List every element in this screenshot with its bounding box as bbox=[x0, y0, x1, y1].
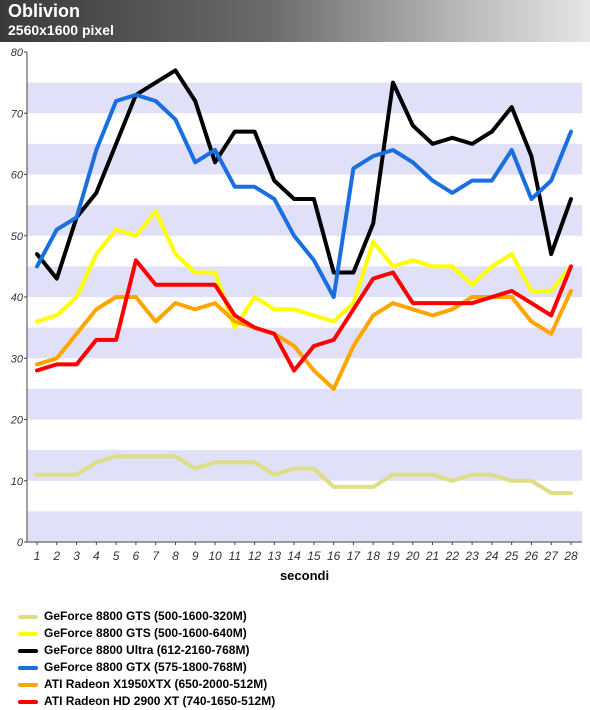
x-tick-label: 10 bbox=[208, 549, 222, 563]
y-tick-label: 0 bbox=[17, 537, 24, 549]
x-axis-label: secondi bbox=[280, 568, 329, 583]
legend-swatch bbox=[18, 666, 38, 670]
legend-label: ATI Radeon X1950XTX (650-2000-512M) bbox=[44, 677, 268, 691]
y-tick-label: 10 bbox=[11, 476, 24, 488]
series-line-2 bbox=[35, 209, 573, 330]
x-tick-label: 19 bbox=[386, 549, 400, 563]
grid-band bbox=[27, 205, 582, 236]
x-tick-label: 26 bbox=[524, 549, 539, 563]
legend-label: ATI Radeon HD 2900 XT (740-1650-512M) bbox=[44, 694, 276, 708]
chart-subtitle: 2560x1600 pixel bbox=[8, 22, 114, 38]
x-tick-label: 20 bbox=[405, 549, 420, 563]
x-tick-label: 4 bbox=[93, 549, 100, 563]
x-tick-label: 3 bbox=[73, 549, 80, 563]
x-tick-label: 12 bbox=[248, 549, 262, 563]
legend-item: GeForce 8800 GTS (500-1600-640M) bbox=[18, 625, 418, 642]
legend-label: GeForce 8800 GTS (500-1600-320M) bbox=[44, 609, 247, 623]
grid-band bbox=[27, 82, 582, 114]
x-tick-label: 5 bbox=[113, 549, 120, 563]
chart-legend: GeForce 8800 GTS (500-1600-320M) GeForce … bbox=[18, 608, 418, 710]
legend-item: ATI Radeon X1950XTX (650-2000-512M) bbox=[18, 676, 418, 693]
x-tick-label: 8 bbox=[172, 549, 179, 563]
series-line-4 bbox=[35, 92, 573, 299]
y-tick-label: 60 bbox=[11, 170, 24, 182]
grid-band bbox=[27, 143, 582, 175]
legend-item: GeForce 8800 Ultra (612-2160-768M) bbox=[18, 642, 418, 659]
legend-item: GeForce 8800 GTX (575-1800-768M) bbox=[18, 659, 418, 676]
grid-band bbox=[27, 327, 582, 359]
chart-title: Oblivion bbox=[8, 1, 80, 21]
grid-band bbox=[27, 388, 582, 420]
legend-swatch bbox=[18, 649, 38, 653]
series-line-1 bbox=[35, 454, 573, 495]
x-tick-label: 1 bbox=[34, 549, 41, 563]
x-tick-label: 6 bbox=[133, 549, 140, 563]
x-tick-label: 17 bbox=[347, 549, 362, 563]
legend-swatch bbox=[18, 700, 38, 704]
y-tick-label: 70 bbox=[11, 108, 24, 120]
series-line-3 bbox=[35, 68, 573, 281]
legend-item: ATI Radeon HD 2900 XT (740-1650-512M) bbox=[18, 693, 418, 710]
x-tick-label: 27 bbox=[544, 549, 560, 563]
series-line-6 bbox=[35, 258, 573, 373]
legend-swatch bbox=[18, 615, 38, 619]
y-tick-label: 80 bbox=[11, 47, 24, 59]
x-tick-label: 7 bbox=[152, 549, 160, 563]
legend-swatch bbox=[18, 632, 38, 636]
y-tick-label: 30 bbox=[11, 353, 24, 365]
x-tick-label: 15 bbox=[307, 549, 321, 563]
x-tick-label: 22 bbox=[445, 549, 460, 563]
x-tick-label: 11 bbox=[229, 549, 241, 563]
x-tick-label: 28 bbox=[563, 549, 578, 563]
x-tick-label: 21 bbox=[425, 549, 439, 563]
x-tick-label: 16 bbox=[327, 549, 341, 563]
grid-band bbox=[27, 511, 582, 542]
y-tick-label: 50 bbox=[11, 231, 24, 243]
y-tick-label: 20 bbox=[10, 415, 24, 427]
legend-label: GeForce 8800 GTS (500-1600-640M) bbox=[44, 626, 247, 640]
x-tick-label: 24 bbox=[484, 549, 499, 563]
x-tick-label: 14 bbox=[287, 549, 301, 563]
x-tick-label: 25 bbox=[504, 549, 519, 563]
legend-label: GeForce 8800 Ultra (612-2160-768M) bbox=[44, 643, 250, 657]
chart-header: Oblivion 2560x1600 pixel bbox=[0, 0, 590, 42]
y-tick-label: 40 bbox=[11, 292, 24, 304]
x-tick-label: 9 bbox=[192, 549, 199, 563]
legend-label: GeForce 8800 GTX (575-1800-768M) bbox=[44, 660, 247, 674]
x-tick-label: 18 bbox=[367, 549, 381, 563]
legend-swatch bbox=[18, 683, 38, 687]
grid-band bbox=[27, 266, 582, 297]
x-tick-label: 13 bbox=[268, 549, 282, 563]
legend-item: GeForce 8800 GTS (500-1600-320M) bbox=[18, 608, 418, 625]
x-tick-label: 2 bbox=[52, 549, 60, 563]
x-tick-label: 23 bbox=[464, 549, 479, 563]
